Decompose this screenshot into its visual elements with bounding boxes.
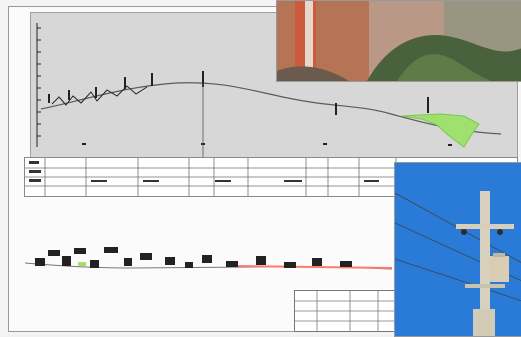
profile-annotations: [51, 85, 148, 106]
route-red-line: [234, 265, 393, 269]
utility-pole-photo: [394, 162, 521, 337]
cut-section-area: [401, 113, 480, 148]
plan-svg: [24, 247, 393, 270]
plan-symbols: [35, 247, 352, 268]
brick-wall-photo: [276, 0, 521, 82]
profile-section: [30, 12, 518, 160]
plan-view: [20, 200, 400, 310]
title-block: [294, 290, 406, 332]
